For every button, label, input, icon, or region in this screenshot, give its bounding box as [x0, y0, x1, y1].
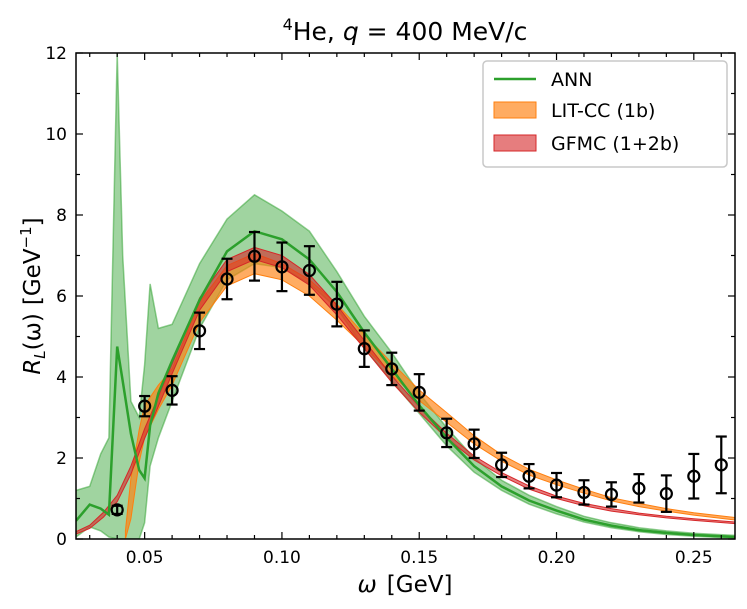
legend-litcc-swatch — [493, 101, 537, 119]
x-tick-label: 0.05 — [126, 548, 164, 568]
data-point — [275, 241, 289, 293]
legend-box — [482, 60, 728, 168]
data-marker — [687, 469, 701, 483]
experimental-data — [110, 230, 728, 517]
data-marker — [522, 469, 536, 483]
data-point — [549, 471, 564, 499]
x-tick-label: 0.25 — [675, 548, 713, 568]
data-marker — [412, 385, 426, 399]
data-marker — [495, 458, 509, 472]
legend-gfmc-label: GFMC (1+2b) — [551, 133, 679, 155]
chart-title: 4He, q = 400 MeV/c — [283, 15, 528, 46]
data-marker — [247, 249, 262, 263]
data-point — [632, 473, 646, 504]
ann-line — [76, 229, 735, 539]
data-point — [385, 351, 399, 387]
data-point — [412, 373, 426, 412]
data-point — [192, 311, 207, 351]
data-point — [247, 230, 262, 282]
y-tick-label: 2 — [56, 449, 67, 469]
y-tick-label: 12 — [45, 44, 67, 64]
x-tick-label: 0.10 — [263, 548, 301, 568]
data-marker — [604, 487, 619, 502]
legend-ann-label: ANN — [551, 69, 592, 91]
y-tick-label: 8 — [56, 206, 67, 226]
x-tick-label: 0.20 — [538, 548, 576, 568]
data-point — [302, 245, 316, 296]
data-marker — [440, 426, 454, 440]
data-point — [604, 481, 619, 508]
data-marker — [385, 362, 399, 376]
data-point — [330, 280, 344, 328]
data-marker — [632, 481, 646, 495]
data-point — [577, 479, 591, 506]
data-marker — [330, 297, 344, 311]
data-marker — [357, 342, 371, 356]
data-point — [495, 451, 509, 479]
y-tick-label: 4 — [56, 368, 67, 388]
y-axis-label: RL(ω)[GeV−1] — [17, 217, 49, 374]
y-axis-ticks — [76, 52, 735, 540]
gfmc-uncertainty-band — [76, 246, 735, 535]
data-marker — [275, 260, 289, 274]
data-point — [522, 462, 536, 490]
data-point — [165, 375, 179, 406]
data-point — [440, 417, 454, 449]
data-point — [357, 329, 371, 368]
y-tick-label: 0 — [56, 530, 67, 550]
y-axis-tick-labels: 0 2 4 6 8 10 12 — [45, 44, 67, 550]
legend-litcc-label: LIT-CC (1b) — [551, 100, 655, 122]
data-point — [138, 394, 152, 418]
data-point — [220, 257, 234, 301]
data-marker — [138, 399, 152, 413]
data-marker — [110, 503, 124, 517]
data-marker — [192, 324, 207, 338]
x-tick-label: 0.15 — [400, 548, 438, 568]
data-marker — [714, 458, 728, 472]
x-axis-ticks — [89, 53, 722, 539]
x-axis-tick-labels: 0.05 0.10 0.15 0.20 0.25 — [126, 548, 713, 568]
data-marker — [220, 272, 234, 286]
data-point — [467, 428, 481, 460]
data-marker — [165, 383, 179, 397]
data-point — [659, 474, 673, 513]
legend-gfmc-swatch — [493, 134, 537, 152]
data-marker — [549, 478, 564, 492]
data-marker — [659, 487, 673, 501]
x-axis-label: ω [GeV] — [358, 572, 453, 598]
data-marker — [577, 485, 591, 500]
legend: ANN LIT-CC (1b) GFMC (1+2b) — [482, 60, 728, 168]
y-tick-label: 6 — [56, 287, 67, 307]
data-marker — [467, 437, 481, 451]
litcc-uncertainty-band — [124, 252, 735, 539]
data-point — [110, 503, 124, 517]
data-marker — [302, 263, 316, 278]
data-point — [687, 452, 701, 500]
data-point — [714, 435, 728, 495]
y-tick-label: 10 — [45, 125, 67, 145]
plot-area — [76, 53, 735, 539]
